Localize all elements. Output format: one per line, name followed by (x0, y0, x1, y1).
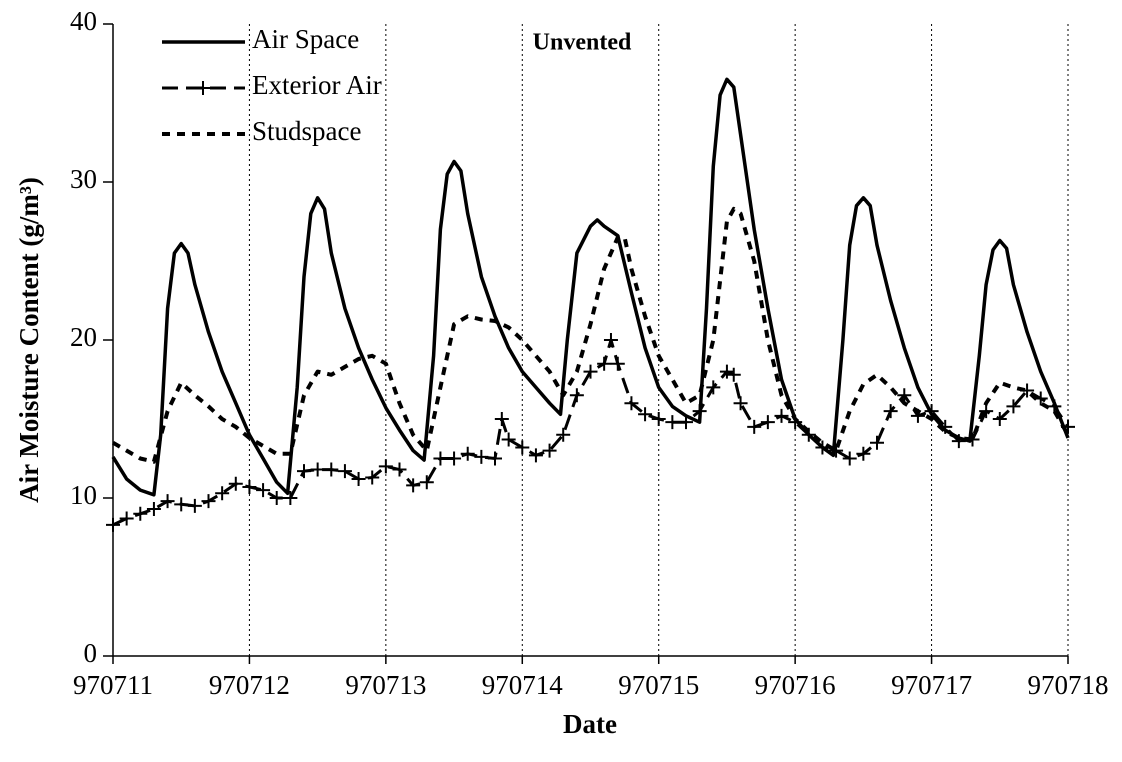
marker (201, 494, 216, 509)
marker (447, 451, 462, 466)
marker (569, 388, 584, 403)
y-tick-label: 10 (70, 480, 97, 510)
marker (760, 415, 775, 430)
marker (1006, 399, 1021, 414)
marker (488, 451, 502, 466)
y-tick-label: 20 (70, 322, 97, 352)
marker (174, 497, 189, 512)
marker (187, 498, 202, 513)
x-tick-label: 970712 (209, 670, 290, 700)
x-axis-label: Date (563, 709, 617, 739)
marker (119, 511, 134, 526)
marker (897, 388, 912, 403)
marker (556, 427, 571, 442)
x-tick-label: 970713 (345, 670, 426, 700)
legend-label: Exterior Air (252, 70, 382, 100)
marker (679, 415, 693, 430)
legend-marker (196, 81, 210, 95)
marker (856, 446, 871, 461)
x-tick-label: 970711 (73, 670, 153, 700)
marker (706, 380, 721, 395)
y-tick-label: 0 (84, 638, 98, 668)
marker (297, 464, 311, 479)
marker (242, 479, 257, 494)
marker (870, 435, 884, 450)
series-line (111, 77, 1070, 497)
marker (494, 412, 509, 426)
marker (638, 407, 653, 422)
marker (106, 517, 120, 532)
marker (603, 333, 618, 347)
marker (365, 470, 380, 485)
marker (733, 396, 748, 411)
marker (256, 483, 271, 498)
legend-label: Air Space (252, 24, 359, 54)
marker (624, 396, 639, 411)
marker (215, 486, 230, 501)
marker (501, 432, 516, 447)
marker (133, 506, 148, 521)
y-tick-label: 40 (70, 6, 97, 36)
marker (474, 449, 489, 464)
marker (337, 464, 352, 479)
legend-label: Studspace (252, 116, 361, 146)
marker (719, 364, 734, 379)
y-tick-label: 30 (70, 164, 97, 194)
marker (692, 404, 707, 419)
marker (378, 459, 393, 474)
x-tick-label: 970715 (618, 670, 699, 700)
marker (774, 408, 789, 423)
marker (392, 462, 407, 477)
marker (324, 462, 339, 477)
marker (610, 356, 625, 371)
marker (460, 446, 475, 461)
marker (583, 364, 598, 379)
marker (842, 451, 857, 466)
marker (269, 491, 284, 505)
x-tick-label: 970718 (1028, 670, 1109, 700)
x-tick-label: 970716 (755, 670, 836, 700)
marker (310, 462, 325, 477)
marker (433, 451, 448, 466)
marker (160, 494, 175, 509)
marker (747, 419, 762, 434)
marker (228, 476, 243, 491)
marker (883, 404, 898, 419)
marker (651, 412, 666, 426)
marker (924, 404, 939, 419)
marker (419, 475, 434, 490)
marker (1047, 399, 1062, 414)
marker (979, 404, 994, 419)
marker (515, 440, 530, 455)
marker (597, 356, 612, 371)
y-axis-label: Air Moisture Content (g/m³) (14, 177, 44, 503)
marker (992, 412, 1007, 426)
chart-title: Unvented (533, 30, 632, 56)
marker (146, 502, 161, 517)
marker (406, 478, 421, 493)
marker (665, 415, 680, 430)
marker (283, 491, 298, 505)
marker (951, 434, 966, 449)
marker (528, 448, 543, 463)
marker (726, 367, 741, 382)
marker (542, 443, 557, 458)
x-tick-label: 970714 (482, 670, 564, 700)
marker (351, 472, 366, 487)
x-tick-label: 970717 (891, 670, 972, 700)
series-line (111, 206, 1070, 464)
